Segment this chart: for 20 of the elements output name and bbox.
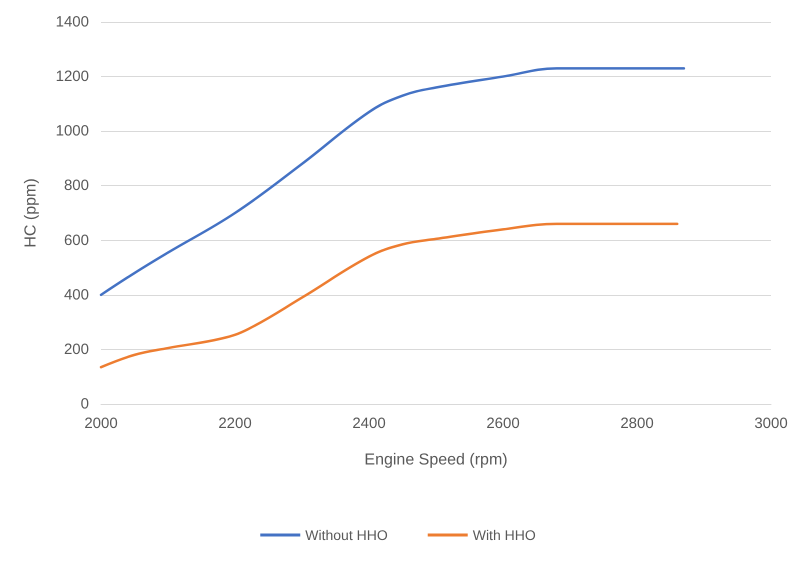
y-tick-label: 1200 [56, 68, 89, 86]
y-tick-label: 600 [64, 232, 89, 249]
x-tick-label: 2400 [352, 415, 386, 432]
y-tick-label: 1000 [56, 122, 89, 140]
x-axis-title: Engine Speed (rpm) [364, 452, 508, 468]
y-axis-title: HC (ppm) [22, 178, 40, 248]
legend-label: With HHO [472, 527, 536, 543]
y-tick-label: 400 [64, 286, 89, 304]
x-tick-label: 2200 [218, 415, 252, 432]
y-tick-label: 1400 [56, 14, 89, 30]
x-tick-label: 2000 [84, 415, 118, 432]
y-tick-label: 800 [64, 177, 89, 194]
y-tick-label: 200 [64, 340, 89, 358]
x-tick-label: 2800 [620, 415, 654, 432]
line-series [100, 67, 686, 296]
x-tick-label: 2600 [486, 415, 520, 432]
x-tick-label: 3000 [754, 415, 788, 432]
line-series [100, 222, 678, 368]
y-tick-label: 0 [80, 396, 89, 412]
legend-label: Without HHO [305, 527, 388, 543]
